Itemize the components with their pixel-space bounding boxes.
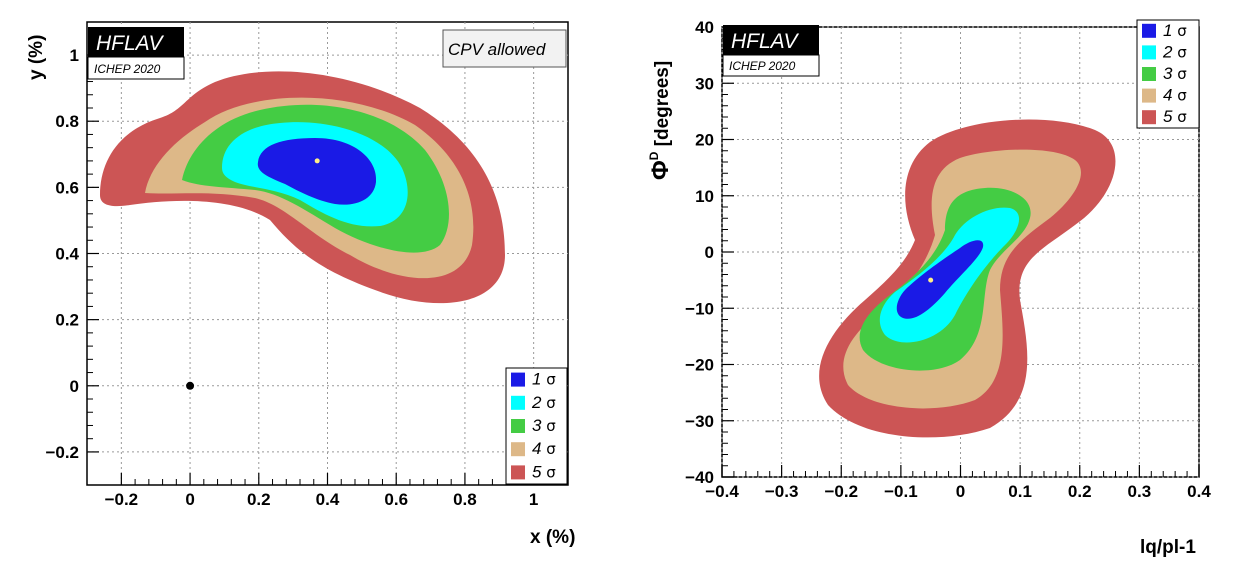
right-y-tick-label: −20 <box>685 356 714 375</box>
right-y-tick-label: 30 <box>695 74 714 93</box>
right-x-tick-label: −0.4 <box>705 482 739 501</box>
right-contours <box>819 119 1116 438</box>
right-x-tick-label: −0.3 <box>765 482 799 501</box>
left-y-tick-label: 0 <box>70 377 79 396</box>
left-legend-label-3sigma: 3 σ <box>532 416 556 435</box>
right-y-axis-label: ΦD [degrees] <box>647 61 674 180</box>
left-legend: 1 σ 2 σ 3 σ 4 σ 5 σ <box>505 367 568 485</box>
right-x-tick-label: 0.4 <box>1187 482 1211 501</box>
left-legend-swatch-5sigma <box>511 465 525 480</box>
right-badge-subtitle: ICHEP 2020 <box>729 59 796 73</box>
left-legend-label-2sigma: 2 σ <box>531 393 556 412</box>
left-y-tick-label: 0.8 <box>55 112 79 131</box>
right-best-fit-point <box>928 277 934 283</box>
left-x-tick-label: 0.8 <box>453 490 477 509</box>
left-badge-title: HFLAV <box>96 32 165 55</box>
right-y-tick-label: −40 <box>685 468 714 487</box>
right-y-tick-label: 40 <box>695 18 714 37</box>
right-x-axis-label: lq/pl-1 <box>1140 537 1196 558</box>
left-legend-swatch-3sigma <box>511 419 525 433</box>
right-legend-label-1sigma: 1 σ <box>1163 21 1187 40</box>
right-x-tick-label: 0.1 <box>1008 482 1032 501</box>
right-y-tick-label: −30 <box>685 412 714 431</box>
left-y-tick-label: 0.4 <box>55 245 79 264</box>
right-chart: −0.4 −0.3 −0.2 −0.1 0 0.1 0.2 0.3 0.4 −40 −30 −20 −1… <box>647 18 1211 558</box>
left-legend-label-4sigma: 4 σ <box>532 439 556 458</box>
left-y-tick-label: 0.6 <box>55 178 79 197</box>
left-x-axis-label: x (%) <box>530 527 575 548</box>
right-x-tick-label: −0.1 <box>884 482 918 501</box>
right-x-tick-label: −0.2 <box>824 482 858 501</box>
left-badge-subtitle: ICHEP 2020 <box>94 62 161 76</box>
right-legend-swatch-4sigma <box>1142 88 1156 103</box>
right-y-tick-label: 20 <box>695 131 714 150</box>
right-legend: 1 σ 2 σ 3 σ 4 σ 5 σ <box>1136 19 1200 129</box>
left-x-tick-label: 1 <box>529 490 538 509</box>
left-x-tick-label: −0.2 <box>105 490 139 509</box>
left-contour-1sigma <box>257 138 377 205</box>
left-x-tick-label: 0.4 <box>316 490 340 509</box>
right-legend-swatch-5sigma <box>1142 110 1156 125</box>
left-y-axis-label: y (%) <box>26 35 47 80</box>
right-legend-label-5sigma: 5 σ <box>1163 107 1187 126</box>
left-legend-swatch-2sigma <box>511 395 525 410</box>
right-x-tick-label: 0.3 <box>1128 482 1152 501</box>
left-chart: −0.2 0 0.2 0.4 0.6 0.8 1 −0.2 0 0.2 0.4 0.6 0.8 1 x (… <box>26 21 575 548</box>
right-axis-ticks: −0.4 −0.3 −0.2 −0.1 0 0.1 0.2 0.3 0.4 −40 −30 −20 −1… <box>685 18 1211 501</box>
left-legend-swatch-1sigma <box>511 372 525 387</box>
left-legend-label-5sigma: 5 σ <box>532 462 556 481</box>
right-legend-swatch-3sigma <box>1142 67 1156 81</box>
right-y-tick-label: −10 <box>685 299 714 318</box>
left-x-tick-label: 0 <box>185 490 194 509</box>
left-x-tick-label: 0.6 <box>384 490 408 509</box>
right-y-tick-label: 10 <box>695 187 714 206</box>
left-legend-swatch-4sigma <box>511 442 525 457</box>
left-axis-ticks: −0.2 0 0.2 0.4 0.6 0.8 1 −0.2 0 0.2 0.4 0.6 0.8 1 <box>45 46 538 509</box>
left-y-tick-label: 1 <box>70 46 79 65</box>
left-annotation-box: CPV allowed <box>442 29 567 68</box>
right-x-tick-label: 0 <box>956 482 965 501</box>
left-x-tick-label: 0.2 <box>247 490 271 509</box>
right-badge: HFLAV ICHEP 2020 <box>722 25 820 77</box>
left-contours <box>100 71 505 304</box>
left-annotation-text: CPV allowed <box>448 40 546 59</box>
left-y-tick-label: −0.2 <box>45 443 79 462</box>
right-y-tick-label: 0 <box>705 243 714 262</box>
left-badge: HFLAV ICHEP 2020 <box>87 27 185 80</box>
left-no-mixing-point <box>186 381 195 390</box>
right-legend-label-3sigma: 3 σ <box>1163 64 1187 83</box>
right-legend-label-2sigma: 2 σ <box>1162 42 1187 61</box>
right-x-tick-label: 0.2 <box>1068 482 1092 501</box>
right-contour-1sigma <box>896 240 984 319</box>
left-legend-label-1sigma: 1 σ <box>532 370 556 389</box>
left-y-tick-label: 0.2 <box>55 311 79 330</box>
right-legend-label-4sigma: 4 σ <box>1163 86 1187 105</box>
right-legend-swatch-2sigma <box>1142 45 1156 60</box>
left-best-fit-point <box>314 158 320 164</box>
right-legend-swatch-1sigma <box>1142 23 1156 38</box>
right-badge-title: HFLAV <box>731 30 800 53</box>
